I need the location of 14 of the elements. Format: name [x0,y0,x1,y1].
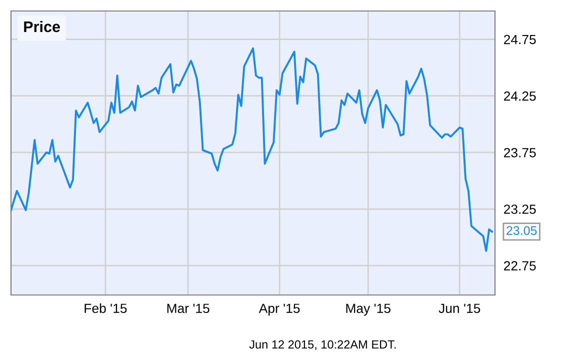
x-tick-label: Feb '15 [84,303,127,314]
x-tick-label: Mar '15 [167,304,210,314]
x-tick-label: Jun '15 [438,304,480,314]
x-tick-label: May '15 [346,304,390,316]
y-tick-label: 23.75 [504,148,536,158]
text: Jun 12 2015, 10:22AM EDT. [249,340,396,350]
x-tick-label: Apr '15 [258,304,300,316]
y-tick-label: 24.75 [504,34,536,44]
data-label: 23.05 [506,226,537,235]
text: Price [24,20,60,32]
y-tick-label: 24.25 [504,91,536,101]
y-tick-label: 23.25 [504,204,536,214]
y-tick-label: 22.75 [504,261,536,270]
line-series [11,47,494,252]
